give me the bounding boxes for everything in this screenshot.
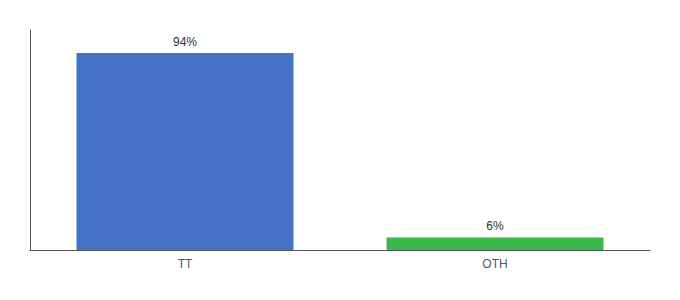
svg-text:6%: 6% <box>486 219 504 233</box>
svg-text:OTH: OTH <box>482 257 507 271</box>
svg-text:94%: 94% <box>173 35 197 49</box>
svg-text:TT: TT <box>178 257 193 271</box>
